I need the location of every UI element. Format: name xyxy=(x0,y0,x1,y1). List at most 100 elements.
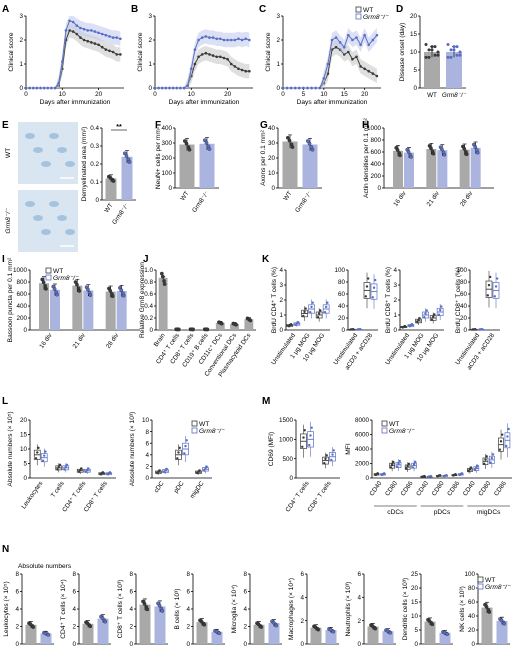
panel-K3-data-point xyxy=(433,313,436,316)
panel-letter-E: E xyxy=(2,120,9,131)
panel-C-sem-band-ko xyxy=(283,28,377,88)
panel-N-1-data-point xyxy=(31,625,36,629)
panel-N-4-data-point xyxy=(214,629,219,634)
panel-B-point-ko xyxy=(204,35,208,38)
panel-I-bar xyxy=(72,285,83,330)
panel-N-9-data-point xyxy=(487,610,492,614)
panel-K4-ylabel: BrdU CD8⁺ T cells (%) xyxy=(455,267,462,333)
panel-M2-data-point xyxy=(382,472,386,475)
panel-K4-ytick-label: 20 xyxy=(460,315,468,322)
panel-D-data-point xyxy=(436,50,440,54)
significance-stars: ** xyxy=(116,124,122,131)
panel-N-6-bar xyxy=(325,630,337,644)
panel-K3-ytick-label: 0 xyxy=(393,327,397,334)
panel-N-1-bar xyxy=(40,633,52,644)
panel-F-ylabel: NeuN+ cells per mm² xyxy=(155,126,162,189)
panel-letter-C: C xyxy=(259,4,266,15)
panel-D-ytick-label: 20 xyxy=(410,13,418,20)
panel-M2-data-point xyxy=(411,466,415,469)
panel-A-point-ko xyxy=(64,29,68,32)
panel-I-data-point xyxy=(121,293,126,298)
panel-N-7-ytick-label: 2 xyxy=(357,618,361,625)
panel-N-5-ylabel: Microglia (× 10⁴) xyxy=(231,585,238,633)
panel-I-xtick-label: 16 div xyxy=(38,331,54,349)
panel-K3-data-point xyxy=(418,317,421,320)
panel-N-legend-swatch-ko xyxy=(477,583,484,590)
panel-B-xtick-label: 20 xyxy=(224,91,232,98)
panel-C-point-ko xyxy=(359,43,362,47)
panel-H-data-point xyxy=(475,150,480,155)
panel-K4-data-point xyxy=(494,285,498,288)
panel-A-point-ko xyxy=(71,20,75,24)
panel-A-sem-band-wt xyxy=(26,23,121,89)
panel-K4-ytick-label: 0 xyxy=(463,327,467,334)
panel-L2-data-point xyxy=(163,470,166,474)
panel-I-data-point xyxy=(41,280,46,285)
panel-K3-ytick-label: 1 xyxy=(393,312,397,319)
panel-M2-xtick-label: CD80 xyxy=(477,480,492,498)
panel-C-point-ko xyxy=(334,36,338,39)
panel-N-2-data-point xyxy=(100,616,105,620)
panel-B-point-ko xyxy=(193,48,197,51)
panel-K1-data-point xyxy=(309,310,312,314)
panel-K2-data-point xyxy=(352,328,355,331)
panel-H-data-point xyxy=(431,151,436,156)
panel-C-point-wt xyxy=(367,69,371,73)
panel-D-data-point xyxy=(446,55,450,59)
panel-B-sem-band-wt xyxy=(155,46,250,88)
panel-I-ytick-label: 800 xyxy=(16,279,27,286)
panel-N-1-ytick-label: 4 xyxy=(15,606,19,613)
panel-M2-ytick-label: 8000 xyxy=(355,417,370,424)
panel-L2-ytick-label: 0 xyxy=(145,475,149,482)
panel-A-point-ko xyxy=(119,37,122,41)
panel-A-point-ko xyxy=(115,36,119,39)
panel-M2-data-point xyxy=(490,456,494,460)
panel-I-data-point xyxy=(52,287,57,291)
panel-D-data-point xyxy=(433,53,437,57)
panel-D-ytick-label: 10 xyxy=(410,49,418,56)
panel-B-ytick-label: 2 xyxy=(148,37,152,44)
panel-K1-data-point xyxy=(324,305,328,309)
panel-E-data-point xyxy=(122,151,127,156)
panel-B-point-ko xyxy=(222,38,226,42)
panel-N-8-data-point xyxy=(427,619,432,624)
panel-N-1-bar xyxy=(25,624,37,644)
panel-B-point-wt xyxy=(193,62,197,66)
panel-M-legend-wt: WT xyxy=(389,421,399,428)
panel-K1-data-point xyxy=(296,321,300,324)
panel-H-ylabel: Actin densities per 0.1 mm² xyxy=(363,117,370,198)
panel-B-point-ko xyxy=(171,86,175,90)
histology-lesion xyxy=(25,201,35,207)
panel-N-5-ytick-label: 0 xyxy=(243,641,247,648)
panel-C-point-ko xyxy=(289,86,293,90)
panel-N-5-ytick-label: 2 xyxy=(243,624,247,631)
panel-M2-ytick-label: 4000 xyxy=(355,446,370,453)
panel-A-point-wt xyxy=(119,53,122,56)
panel-B-ytick-label: 0 xyxy=(148,85,152,92)
panel-C-point-ko xyxy=(306,86,309,90)
panel-N-8-data-point xyxy=(430,622,435,627)
panel-H-xtick-label: 21 div xyxy=(426,189,442,207)
histology-image-wt xyxy=(18,122,78,184)
panel-N-5-data-point xyxy=(274,623,279,628)
panel-N-9-data-point xyxy=(484,605,489,609)
panel-N-4-ytick-label: 2 xyxy=(186,624,190,631)
panel-M2-data-point xyxy=(376,472,379,475)
panel-K3-ytick-label: 2 xyxy=(393,297,397,304)
panel-H-bar xyxy=(470,147,481,188)
panel-L2-data-point xyxy=(176,457,179,460)
panel-L2-ytick-label: 4 xyxy=(145,452,149,459)
panel-M2-data-point xyxy=(498,448,502,451)
histology-label: WT xyxy=(5,148,12,158)
panel-L2-data-point xyxy=(204,467,207,470)
panel-L1-data-point xyxy=(64,465,67,469)
panel-B-point-ko xyxy=(175,86,179,90)
panel-C-point-ko xyxy=(338,41,342,44)
panel-N-5-ytick-label: 6 xyxy=(243,589,247,596)
panel-K2-data-point xyxy=(371,296,374,299)
panel-B-point-ko xyxy=(179,86,182,90)
panel-K4-data-point xyxy=(474,328,477,331)
panel-A-xtick-label: 0 xyxy=(24,91,28,98)
panel-K4-data-point xyxy=(493,295,496,298)
panel-N-1-ytick-label: 6 xyxy=(15,589,19,596)
